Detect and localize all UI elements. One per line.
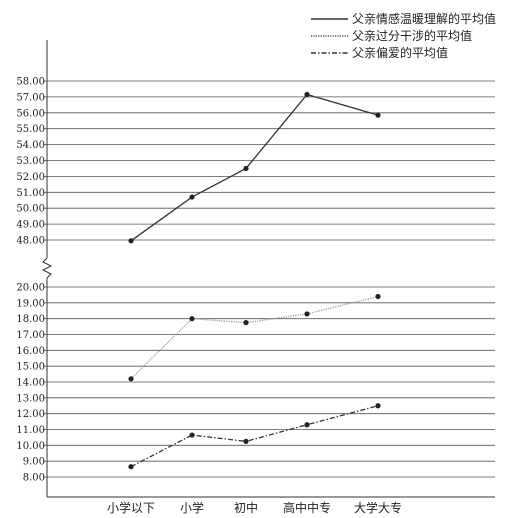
axes <box>41 40 495 498</box>
y-tick-label: 9.00 <box>23 457 45 468</box>
data-point <box>128 464 134 470</box>
y-tick-label: 15.00 <box>16 362 45 373</box>
data-point <box>304 91 310 98</box>
y-tick-label: 20.00 <box>16 283 45 294</box>
x-tick-label: 小学以下 <box>107 500 155 515</box>
y-tick-label: 14.00 <box>16 378 45 389</box>
y-tick-label: 19.00 <box>16 298 45 309</box>
y-tick-label: 52.00 <box>16 172 45 183</box>
data-point <box>243 438 249 444</box>
y-tick-label: 10.00 <box>16 441 45 452</box>
y-tick-label: 18.00 <box>16 314 45 325</box>
y-tick-label: 17.00 <box>16 330 45 341</box>
y-tick-label: 54.00 <box>16 140 45 151</box>
series-lines <box>130 93 379 468</box>
data-point <box>375 293 381 300</box>
y-tick-label: 55.00 <box>16 124 45 135</box>
y-tick-label: 13.00 <box>16 393 45 404</box>
y-tick-label: 53.00 <box>16 156 45 167</box>
y-tick-label: 11.00 <box>16 425 45 436</box>
data-point <box>304 311 310 317</box>
y-tick-labels: 48.00 49.00 50.00 51.00 52.00 53.00 54.00 55.00… <box>16 77 45 484</box>
y-tick-label: 48.00 <box>16 236 45 247</box>
axis-break-icon <box>41 257 53 279</box>
x-tick-label: 高中中专 <box>283 500 331 515</box>
x-tick-labels: 小学以下 小学 初中 高中中专 大学大专 <box>107 500 402 515</box>
y-tick-label: 16.00 <box>16 346 45 357</box>
data-point <box>128 238 134 244</box>
series-line-2 <box>130 405 379 468</box>
legend-label: 父亲情感温暖理解的平均值 <box>352 11 496 26</box>
data-point <box>243 165 249 172</box>
y-tick-label: 57.00 <box>16 92 45 103</box>
legend-label: 父亲偏爱的平均值 <box>352 45 448 60</box>
x-tick-label: 初中 <box>234 500 258 515</box>
data-point <box>189 194 195 200</box>
y-tick-label: 50.00 <box>16 204 45 215</box>
grid <box>43 80 495 478</box>
legend-label: 父亲过分干涉的平均值 <box>352 28 472 43</box>
data-point <box>189 316 195 322</box>
y-tick-label: 58.00 <box>16 77 45 88</box>
data-point <box>189 432 195 438</box>
x-tick-label: 小学 <box>180 500 204 515</box>
data-point <box>375 403 381 409</box>
y-tick-label: 12.00 <box>16 409 45 420</box>
x-tick-label: 大学大专 <box>354 500 402 515</box>
series-points <box>128 91 381 470</box>
y-tick-label: 49.00 <box>16 220 45 231</box>
y-tick-label: 56.00 <box>16 108 45 119</box>
data-point <box>304 422 310 428</box>
data-point <box>243 320 249 326</box>
data-point <box>375 112 381 118</box>
data-point <box>128 376 134 382</box>
y-tick-label: 8.00 <box>23 473 45 484</box>
series-line-0 <box>130 93 379 242</box>
y-tick-label: 51.00 <box>16 188 45 199</box>
